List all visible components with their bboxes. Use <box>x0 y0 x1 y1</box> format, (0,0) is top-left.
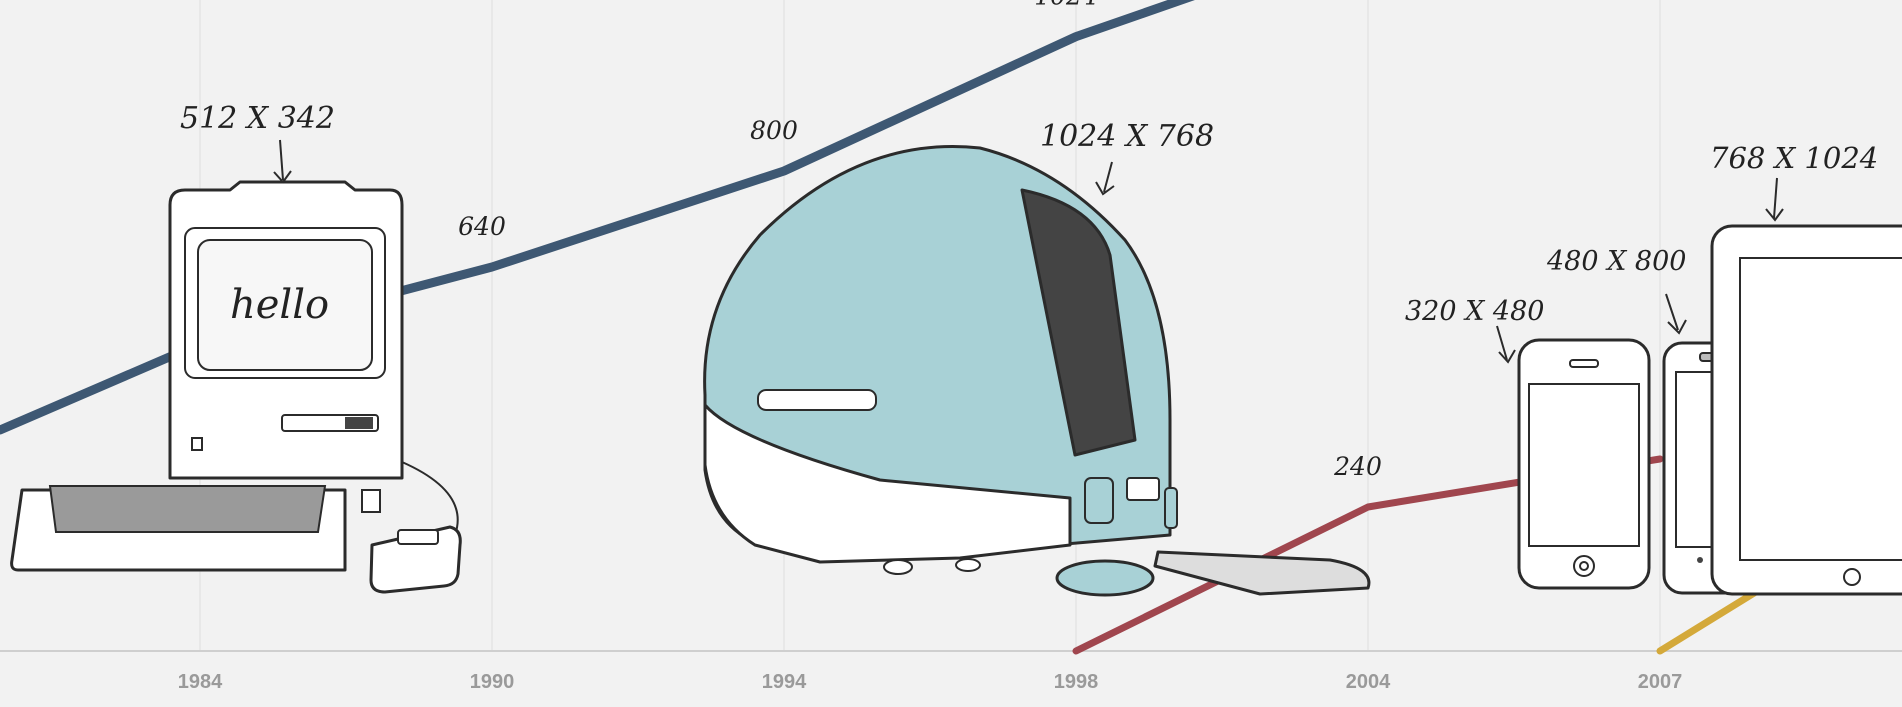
x-axis-ticks: 1984 1990 1994 1998 2004 2007 <box>178 671 1683 693</box>
macintosh-illustration: hello 512 X 342 <box>10 101 462 594</box>
series-value-label: 1024 <box>1034 0 1098 11</box>
mac-screen-text: hello <box>230 282 329 328</box>
x-tick-label: 1998 <box>1054 671 1099 693</box>
label-768x1024: 768 X 1024 <box>1710 141 1878 175</box>
x-tick-label: 2004 <box>1346 671 1391 693</box>
iphone-illustration: 320 X 480 <box>1405 296 1651 590</box>
value-labels: 640 800 1024 240 <box>458 0 1382 481</box>
label-480x800: 480 X 800 <box>1546 246 1686 277</box>
series-value-label: 640 <box>458 212 506 241</box>
x-tick-label: 1994 <box>762 671 807 693</box>
label-320x480: 320 X 480 <box>1405 296 1544 327</box>
series-line <box>0 0 1195 435</box>
ipad-illustration: 768 X 1024 <box>1710 141 1902 596</box>
imac-illustration: 1024 X 768 <box>703 119 1371 597</box>
x-tick-label: 1990 <box>470 671 515 693</box>
series-value-label: 240 <box>1333 452 1382 481</box>
x-tick-label: 1984 <box>178 671 223 693</box>
series-value-label: 800 <box>750 116 798 145</box>
x-tick-label: 2007 <box>1638 671 1683 693</box>
label-1024x768: 1024 X 768 <box>1040 119 1214 154</box>
label-512x342: 512 X 342 <box>180 101 335 136</box>
